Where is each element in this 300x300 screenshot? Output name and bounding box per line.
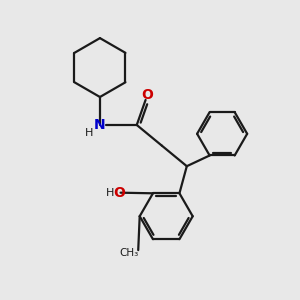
Text: H: H	[85, 128, 93, 138]
Text: H: H	[106, 188, 114, 198]
Text: O: O	[141, 88, 153, 102]
Text: O: O	[113, 186, 125, 200]
Text: CH₃: CH₃	[120, 248, 139, 258]
Text: N: N	[94, 118, 106, 132]
